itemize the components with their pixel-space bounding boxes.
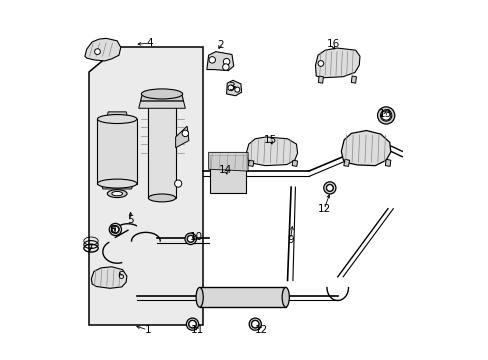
Polygon shape bbox=[351, 76, 356, 83]
Polygon shape bbox=[318, 76, 323, 83]
Ellipse shape bbox=[380, 110, 391, 121]
Ellipse shape bbox=[107, 190, 127, 198]
Ellipse shape bbox=[325, 184, 333, 192]
Text: 5: 5 bbox=[127, 215, 134, 225]
Ellipse shape bbox=[148, 194, 175, 202]
Text: 16: 16 bbox=[326, 40, 339, 49]
Text: 8: 8 bbox=[109, 225, 116, 235]
Circle shape bbox=[112, 226, 119, 233]
Circle shape bbox=[182, 130, 188, 136]
Polygon shape bbox=[315, 48, 359, 78]
Circle shape bbox=[317, 60, 323, 66]
Ellipse shape bbox=[249, 318, 261, 330]
Polygon shape bbox=[385, 159, 390, 166]
Text: 3: 3 bbox=[228, 82, 235, 93]
Text: 6: 6 bbox=[117, 271, 124, 281]
Ellipse shape bbox=[109, 224, 121, 235]
Circle shape bbox=[223, 58, 229, 65]
Text: 14: 14 bbox=[219, 165, 232, 175]
Polygon shape bbox=[88, 47, 203, 325]
Ellipse shape bbox=[323, 182, 335, 194]
Circle shape bbox=[381, 111, 390, 120]
Circle shape bbox=[222, 64, 228, 70]
Polygon shape bbox=[175, 126, 188, 148]
Polygon shape bbox=[208, 152, 247, 171]
Ellipse shape bbox=[377, 107, 394, 124]
Polygon shape bbox=[85, 39, 121, 61]
Ellipse shape bbox=[196, 287, 203, 307]
Circle shape bbox=[234, 87, 239, 92]
Ellipse shape bbox=[97, 114, 137, 123]
Text: 1: 1 bbox=[144, 325, 151, 335]
Circle shape bbox=[94, 49, 100, 54]
Text: 2: 2 bbox=[217, 40, 224, 50]
Text: 13: 13 bbox=[378, 109, 391, 120]
Ellipse shape bbox=[112, 192, 122, 196]
Circle shape bbox=[188, 320, 196, 328]
Circle shape bbox=[174, 180, 182, 187]
Text: 4: 4 bbox=[146, 38, 153, 48]
Polygon shape bbox=[199, 287, 285, 307]
Ellipse shape bbox=[141, 89, 182, 99]
Text: 10: 10 bbox=[189, 232, 202, 242]
Polygon shape bbox=[292, 160, 297, 166]
Polygon shape bbox=[343, 159, 349, 166]
Polygon shape bbox=[210, 155, 246, 193]
Ellipse shape bbox=[186, 318, 198, 330]
Polygon shape bbox=[91, 267, 126, 288]
Circle shape bbox=[208, 57, 215, 63]
Circle shape bbox=[227, 85, 233, 91]
Polygon shape bbox=[140, 94, 183, 101]
Polygon shape bbox=[139, 101, 185, 108]
Circle shape bbox=[187, 235, 194, 242]
Text: 12: 12 bbox=[317, 204, 330, 215]
Polygon shape bbox=[226, 80, 241, 96]
Polygon shape bbox=[246, 137, 297, 166]
Ellipse shape bbox=[184, 233, 196, 244]
Text: 9: 9 bbox=[286, 235, 293, 245]
Text: 15: 15 bbox=[263, 135, 276, 145]
Circle shape bbox=[326, 185, 332, 191]
Ellipse shape bbox=[188, 320, 196, 328]
Ellipse shape bbox=[282, 287, 289, 307]
Text: 7: 7 bbox=[86, 244, 93, 254]
Polygon shape bbox=[206, 51, 233, 71]
Polygon shape bbox=[148, 101, 175, 198]
Polygon shape bbox=[97, 119, 137, 184]
Polygon shape bbox=[106, 112, 128, 119]
Ellipse shape bbox=[111, 226, 119, 233]
Polygon shape bbox=[341, 131, 390, 166]
Polygon shape bbox=[101, 184, 133, 189]
Text: 11: 11 bbox=[191, 325, 204, 334]
Ellipse shape bbox=[187, 235, 194, 242]
Circle shape bbox=[251, 320, 258, 328]
Ellipse shape bbox=[251, 320, 259, 328]
Polygon shape bbox=[248, 160, 253, 166]
Ellipse shape bbox=[97, 179, 137, 188]
Text: 12: 12 bbox=[255, 325, 268, 334]
